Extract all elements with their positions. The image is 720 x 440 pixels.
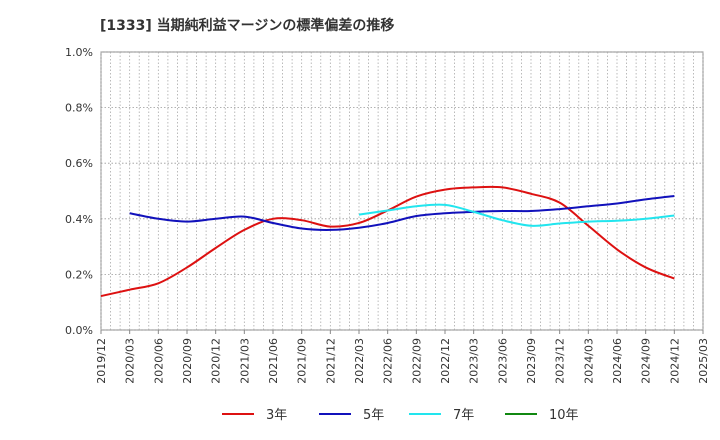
x-tick-label: 2021/09	[296, 338, 309, 384]
legend-label: 3年	[266, 408, 287, 423]
x-tick-label: 2022/06	[382, 338, 395, 384]
y-tick-label: 0.6%	[65, 157, 93, 170]
x-tick-label: 2020/12	[210, 338, 223, 384]
legend: 3年 5年 7年 10年	[222, 408, 579, 423]
plot-frame	[100, 51, 704, 331]
y-tick-label: 0.4%	[65, 213, 93, 226]
x-tick-label: 2022/03	[353, 338, 366, 384]
x-tick-label: 2020/09	[181, 338, 194, 384]
series-line-2	[129, 195, 675, 231]
x-tick-label: 2024/06	[611, 338, 624, 384]
x-tick-label: 2021/12	[324, 338, 337, 384]
series-line-3	[358, 203, 675, 227]
legend-label: 5年	[363, 408, 384, 423]
x-tick-label: 2020/03	[124, 338, 137, 384]
x-tick-label: 2021/03	[238, 338, 251, 384]
x-tick-label: 2022/09	[410, 338, 423, 384]
y-tick-label: 0.2%	[65, 268, 93, 281]
legend-label: 10年	[549, 408, 579, 423]
plot-area	[100, 51, 704, 331]
series-lines	[100, 185, 675, 298]
y-tick-label: 1.0%	[65, 46, 93, 59]
x-axis: 2019/12 2020/03 2020/06 2020/09 2020/12 2021/…	[95, 330, 710, 384]
x-tick-label: 2023/03	[468, 338, 481, 384]
x-tick-label: 2025/03	[697, 338, 710, 384]
chart-title: [1333] 当期純利益マージンの標準偏差の推移	[100, 17, 394, 34]
x-tick-label: 2021/06	[267, 338, 280, 384]
legend-label: 7年	[453, 408, 474, 423]
x-tick-label: 2024/09	[640, 338, 653, 384]
x-tick-label: 2024/12	[668, 338, 681, 384]
x-tick-label: 2023/09	[525, 338, 538, 384]
y-tick-label: 0.8%	[65, 102, 93, 115]
grid	[100, 51, 704, 331]
x-tick-label: 2023/12	[554, 338, 567, 384]
x-tick-label: 2023/06	[496, 338, 509, 384]
y-axis: 0.0% 0.2% 0.4% 0.6% 0.8% 1.0%	[65, 46, 93, 337]
x-tick-label: 2024/03	[582, 338, 595, 384]
x-tick-label: 2020/06	[152, 338, 165, 384]
x-tick-label: 2022/12	[439, 338, 452, 384]
y-tick-label: 0.0%	[65, 324, 93, 337]
x-tick-label: 2019/12	[95, 338, 108, 384]
